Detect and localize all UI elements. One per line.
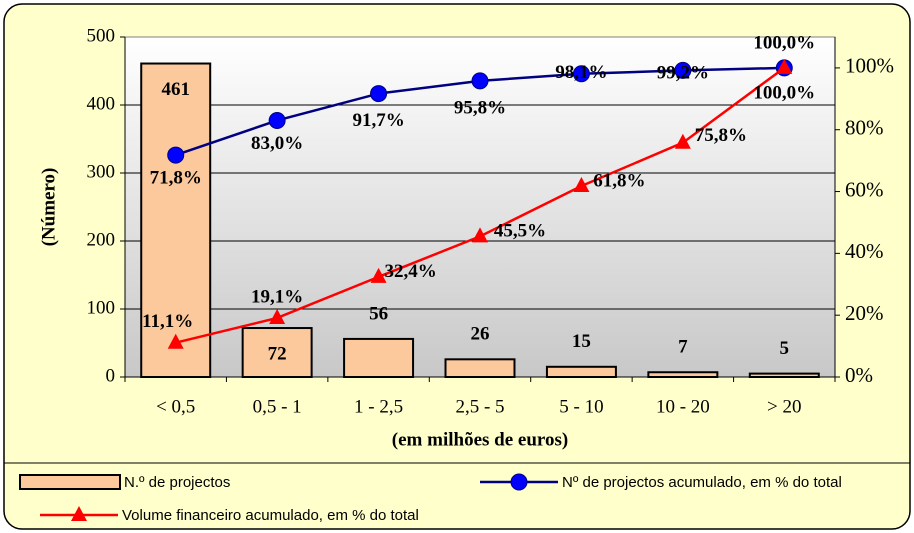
bar-label: 56 — [369, 303, 388, 324]
marker — [167, 333, 184, 349]
bar — [343, 337, 415, 379]
bar — [140, 62, 212, 379]
marker — [573, 176, 590, 192]
legend-marker — [510, 473, 528, 491]
bar-label: 461 — [161, 79, 190, 100]
y2-tick-label: 40% — [845, 239, 884, 263]
y-tick-label: 300 — [87, 161, 116, 182]
data-label: 91,7% — [352, 110, 404, 131]
marker — [167, 146, 185, 164]
data-label: 83,0% — [251, 133, 303, 154]
data-label: 98,1% — [555, 62, 607, 83]
y-tick-label: 100 — [87, 297, 116, 318]
bar — [241, 327, 313, 379]
y-tick-label: 0 — [106, 365, 116, 386]
x-tick-label: 5 - 10 — [559, 396, 603, 417]
marker — [674, 61, 692, 79]
y-tick-label: 400 — [87, 93, 116, 114]
marker — [370, 267, 387, 283]
data-label: 19,1% — [251, 286, 303, 307]
plot-area — [124, 36, 836, 378]
bar — [748, 372, 820, 379]
x-tick-label: < 0,5 — [156, 396, 195, 417]
marker — [776, 58, 793, 74]
marker — [471, 72, 489, 90]
y2-tick-label: 60% — [845, 177, 884, 201]
y2-tick-label: 0% — [845, 363, 873, 387]
marker — [572, 65, 590, 83]
x-tick-label: 10 - 20 — [656, 396, 710, 417]
bar-label: 26 — [471, 324, 490, 345]
bar — [647, 371, 719, 378]
data-label: 100,0% — [753, 82, 815, 103]
bar-label: 15 — [572, 331, 591, 352]
y2-tick-label: 20% — [845, 301, 884, 325]
marker — [472, 227, 488, 243]
data-label: 99,2% — [657, 63, 709, 84]
data-label: 45,5% — [494, 221, 546, 242]
legend-marker — [71, 506, 87, 521]
bar-label: 7 — [678, 337, 688, 358]
x-tick-label: > 20 — [767, 396, 801, 417]
legend-label: N.º de projectos — [124, 474, 230, 491]
y-tick-label: 200 — [87, 229, 116, 250]
y-axis-title: (Número) — [38, 168, 59, 247]
legend-label: Nº de projectos acumulado, em % do total — [562, 474, 842, 491]
x-tick-label: 2,5 - 5 — [455, 396, 504, 417]
marker — [370, 85, 388, 103]
y2-tick-label: 100% — [845, 54, 894, 78]
x-axis-title: (em milhões de euros) — [392, 429, 568, 450]
data-label: 11,1% — [142, 311, 193, 332]
legend-swatch — [19, 474, 121, 490]
data-label: 32,4% — [384, 261, 436, 282]
bar-label: 72 — [268, 343, 287, 364]
x-tick-label: 1 - 2,5 — [354, 396, 403, 417]
data-label: 71,8% — [150, 167, 202, 188]
x-tick-label: 0,5 - 1 — [253, 396, 302, 417]
marker — [674, 133, 691, 149]
data-label: 61,8% — [593, 170, 645, 191]
y-tick-label: 500 — [87, 25, 116, 46]
bar-label: 5 — [780, 338, 790, 359]
marker — [269, 308, 286, 324]
bar — [444, 358, 516, 379]
data-label: 95,8% — [454, 97, 506, 118]
legend-label: Volume financeiro acumulado, em % do tot… — [122, 507, 419, 524]
marker — [268, 111, 286, 129]
data-label: 100,0% — [753, 32, 815, 53]
data-label: 75,8% — [695, 125, 747, 146]
bar — [545, 365, 617, 378]
y2-tick-label: 80% — [845, 116, 884, 140]
